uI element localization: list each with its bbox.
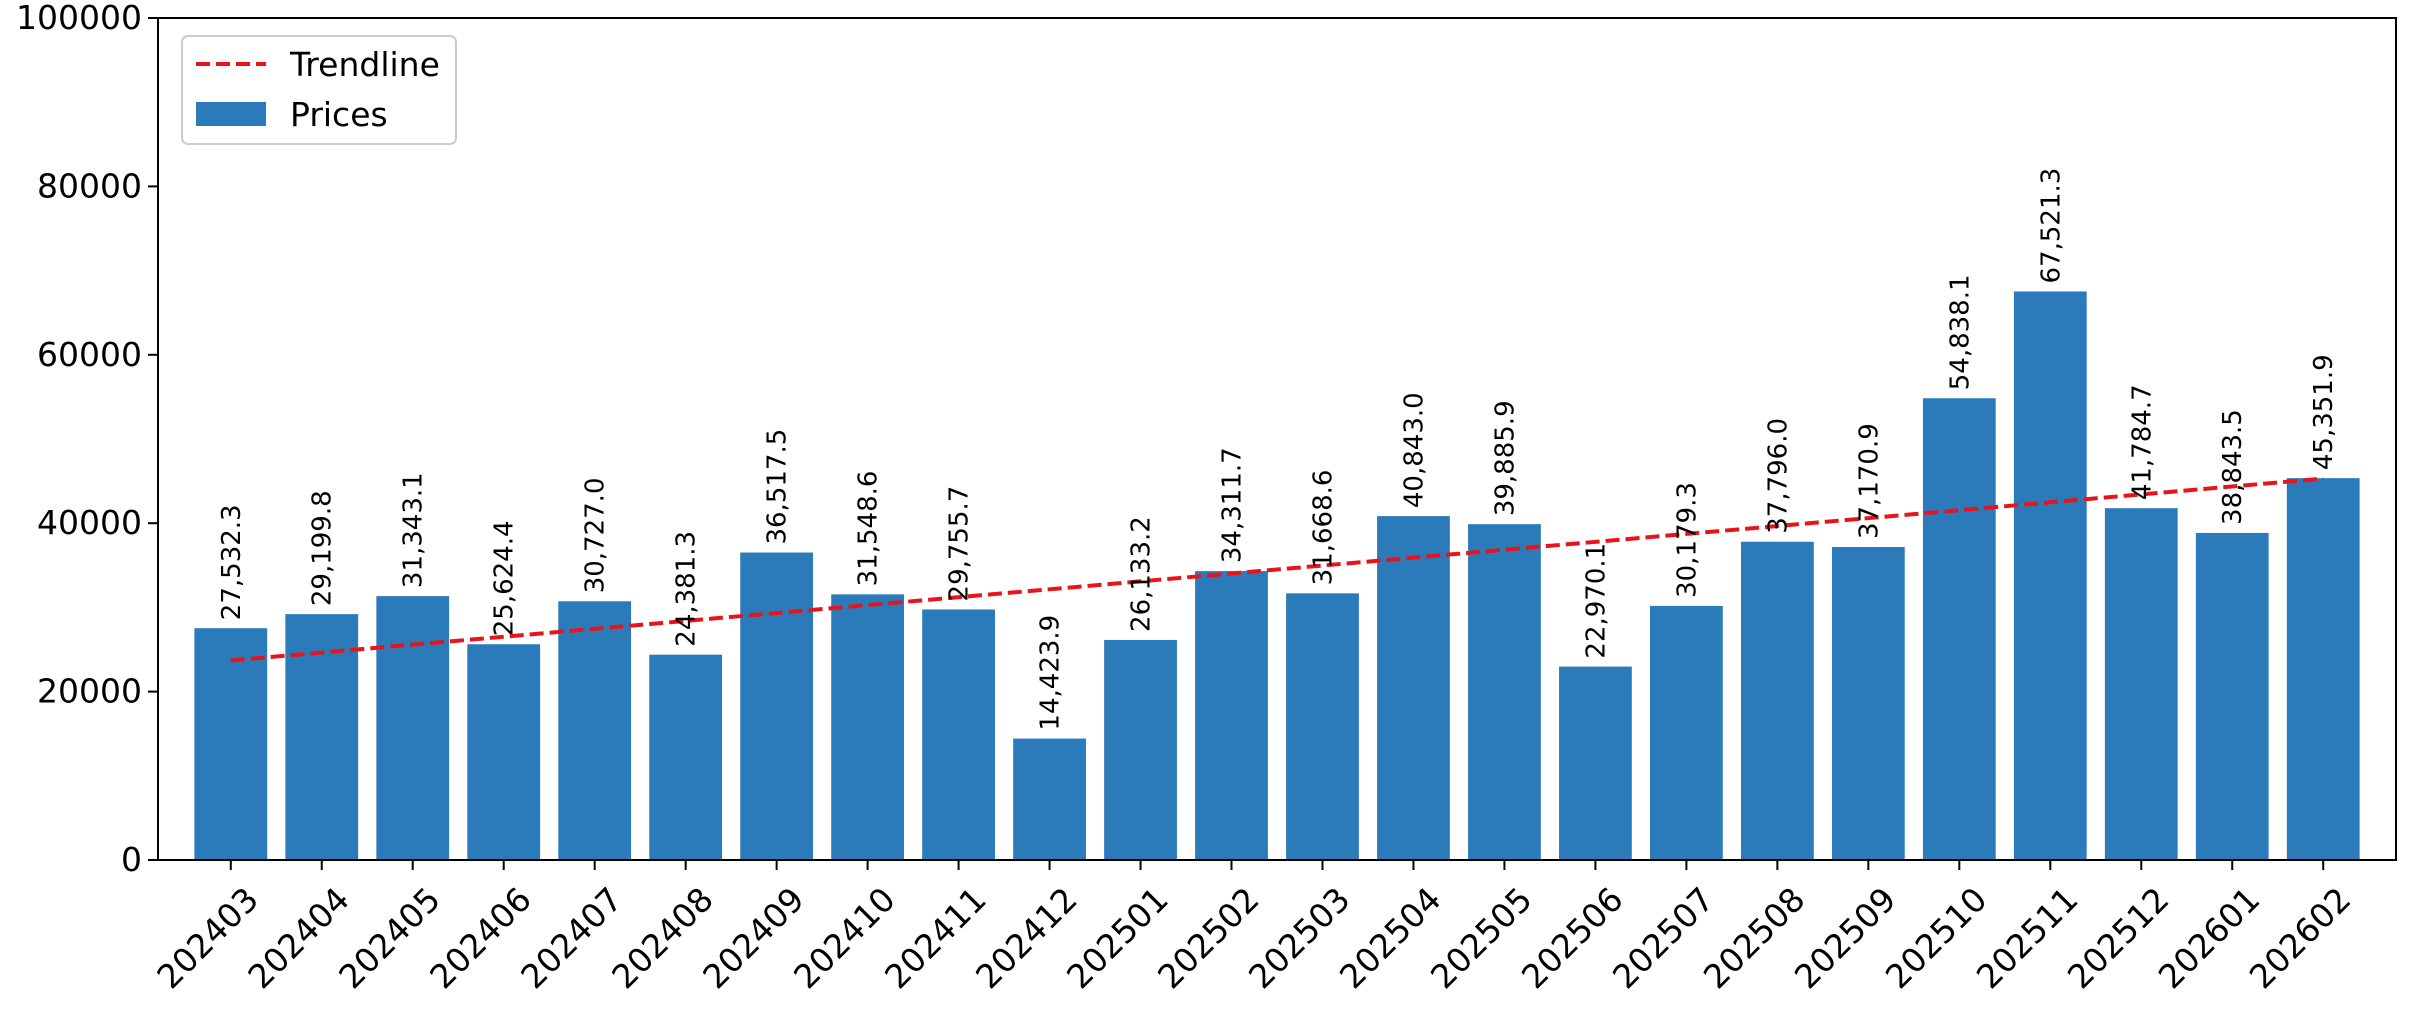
bar-value-label: 29,755.7 bbox=[945, 486, 975, 602]
bar-202507 bbox=[1650, 605, 1723, 860]
bar-202411 bbox=[922, 609, 995, 860]
x-tick-label: 202405 bbox=[331, 880, 448, 997]
bar-value-label: 30,727.0 bbox=[581, 477, 611, 593]
legend: Trendline Prices bbox=[181, 35, 457, 145]
y-tick-label: 100000 bbox=[16, 0, 142, 37]
bars-layer bbox=[194, 291, 2360, 860]
plot-frame bbox=[157, 17, 2397, 861]
bar-value-label: 40,843.0 bbox=[1399, 392, 1429, 508]
x-tick-label: 202601 bbox=[2151, 880, 2268, 997]
bar-value-label: 37,170.9 bbox=[1854, 423, 1884, 539]
bar-value-label: 36,517.5 bbox=[763, 429, 793, 545]
bar-value-label: 38,843.5 bbox=[2218, 409, 2248, 525]
x-tick-label: 202507 bbox=[1605, 880, 1722, 997]
bar-202512 bbox=[2104, 508, 2178, 860]
bar-202504 bbox=[1377, 516, 1450, 860]
y-tick-label: 0 bbox=[121, 840, 142, 879]
bar-202501 bbox=[1104, 639, 1177, 860]
bar-202408 bbox=[649, 654, 723, 860]
bar-value-label: 22,970.1 bbox=[1581, 543, 1611, 659]
bar-202405 bbox=[376, 596, 450, 860]
y-axis: 0 20000 40000 60000 80000 100000 bbox=[16, 0, 158, 879]
x-tick-label: 202511 bbox=[1969, 880, 2086, 997]
x-tick-label: 202410 bbox=[786, 880, 903, 997]
bar-value-labels: 27,532.3 29,199.8 31,343.1 25,624.4 30,727.0… bbox=[217, 168, 2339, 731]
bar-202506 bbox=[1559, 666, 1632, 860]
x-axis: 2024032024042024052024062024072024082024… bbox=[149, 860, 2358, 996]
bar-202407 bbox=[558, 601, 632, 860]
bar-value-label: 31,548.6 bbox=[854, 471, 884, 587]
legend-prices-label: Prices bbox=[290, 95, 388, 134]
x-tick-label: 202409 bbox=[695, 880, 812, 997]
bar-202505 bbox=[1468, 524, 1541, 860]
bar-202510 bbox=[1922, 398, 1996, 860]
bar-value-label: 26,133.2 bbox=[1127, 516, 1157, 632]
bar-value-label: 14,423.9 bbox=[1036, 615, 1066, 731]
x-tick-label: 202512 bbox=[2060, 880, 2177, 997]
x-tick-label: 202411 bbox=[877, 880, 994, 997]
x-tick-label: 202403 bbox=[149, 880, 266, 997]
bar-value-label: 25,624.4 bbox=[490, 520, 520, 636]
bar-value-label: 29,199.8 bbox=[308, 490, 338, 606]
x-tick-label: 202406 bbox=[422, 880, 539, 997]
bar-202412 bbox=[1013, 738, 1086, 860]
x-tick-label: 202510 bbox=[1878, 880, 1995, 997]
bar-value-label: 37,796.0 bbox=[1763, 418, 1793, 534]
x-tick-label: 202502 bbox=[1150, 880, 1267, 997]
x-tick-label: 202412 bbox=[968, 880, 1085, 997]
bar-value-label: 67,521.3 bbox=[2036, 168, 2066, 284]
x-tick-label: 202503 bbox=[1241, 880, 1358, 997]
trendline-layer bbox=[230, 476, 2324, 663]
x-tick-label: 202602 bbox=[2242, 880, 2359, 997]
x-tick-label: 202404 bbox=[240, 880, 357, 997]
bar-202502 bbox=[1195, 571, 1268, 860]
bar-value-label: 30,179.3 bbox=[1672, 482, 1702, 598]
bar-202503 bbox=[1286, 593, 1359, 860]
bar-value-label: 41,784.7 bbox=[2127, 384, 2157, 500]
x-tick-label: 202506 bbox=[1514, 880, 1631, 997]
trendline bbox=[230, 476, 2324, 663]
x-tick-label: 202509 bbox=[1787, 880, 1904, 997]
bar-value-label: 31,343.1 bbox=[399, 472, 429, 588]
bar-202410 bbox=[831, 594, 904, 860]
x-tick-label: 202408 bbox=[604, 880, 721, 997]
x-tick-label: 202504 bbox=[1332, 880, 1449, 997]
bar-202409 bbox=[740, 552, 814, 860]
y-tick-label: 80000 bbox=[37, 166, 142, 205]
legend-prices-swatch bbox=[196, 102, 266, 126]
bar-value-label: 31,668.6 bbox=[1308, 470, 1338, 586]
bar-value-label: 39,885.9 bbox=[1490, 400, 1520, 516]
bar-202509 bbox=[1831, 547, 1905, 860]
x-tick-label: 202508 bbox=[1696, 880, 1813, 997]
y-tick-label: 20000 bbox=[37, 672, 142, 711]
bar-value-label: 54,838.1 bbox=[1945, 274, 1975, 390]
x-tick-label: 202407 bbox=[513, 880, 630, 997]
bar-202406 bbox=[467, 644, 541, 860]
bar-value-label: 27,532.3 bbox=[217, 504, 247, 620]
bar-202511 bbox=[2013, 291, 2087, 860]
x-tick-label: 202501 bbox=[1059, 880, 1176, 997]
bar-202403 bbox=[194, 628, 268, 860]
bar-202508 bbox=[1740, 541, 1814, 860]
bar-value-label: 34,311.7 bbox=[1218, 447, 1248, 563]
bar-value-label: 45,351.9 bbox=[2309, 354, 2339, 470]
legend-trendline-label: Trendline bbox=[289, 45, 440, 84]
bar-202601 bbox=[2195, 532, 2269, 860]
bar-value-label: 24,381.3 bbox=[672, 531, 702, 647]
bar-202602 bbox=[2286, 478, 2360, 860]
y-tick-label: 40000 bbox=[37, 503, 142, 542]
y-tick-label: 60000 bbox=[37, 335, 142, 374]
x-tick-label: 202505 bbox=[1423, 880, 1540, 997]
